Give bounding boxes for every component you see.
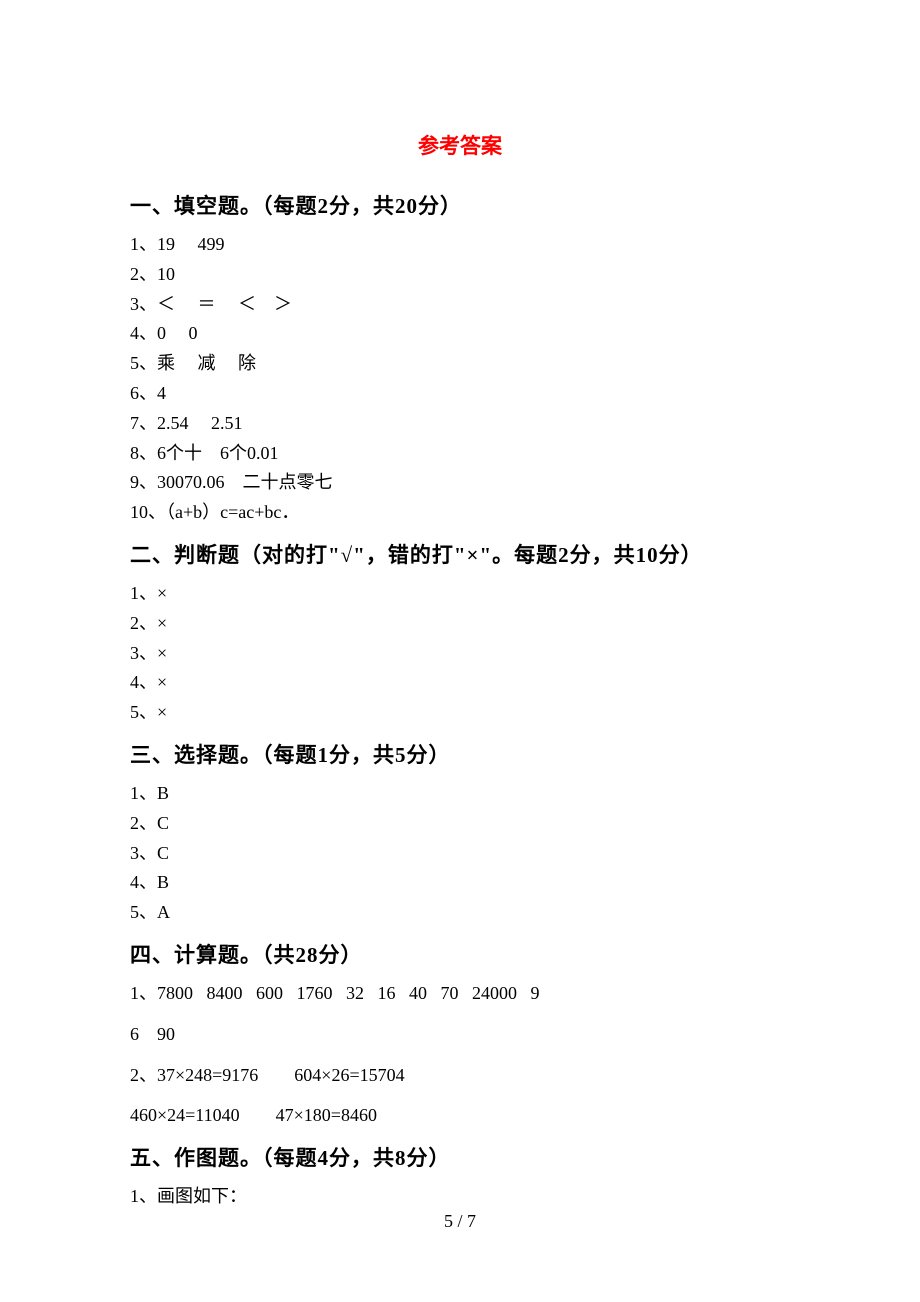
s2-line-1: 1、× — [130, 579, 790, 608]
s4-line-2: 6 90 — [130, 1020, 790, 1049]
s2-line-3: 3、× — [130, 639, 790, 668]
s1-line-5: 5、乘 减 除 — [130, 349, 790, 378]
s1-line-7: 7、2.54 2.51 — [130, 409, 790, 438]
s3-line-4: 4、B — [130, 868, 790, 897]
section-4-heading: 四、计算题。（共28分） — [130, 939, 790, 969]
s3-line-1: 1、B — [130, 779, 790, 808]
page-number: 5 / 7 — [0, 1211, 920, 1232]
section-1-heading: 一、填空题。（每题2分，共20分） — [130, 190, 790, 220]
s1-line-9: 9、30070.06 二十点零七 — [130, 468, 790, 497]
s3-line-3: 3、C — [130, 839, 790, 868]
s3-line-5: 5、A — [130, 898, 790, 927]
s1-line-6: 6、4 — [130, 379, 790, 408]
s1-line-10: 10、（a+b）c=ac+bc． — [130, 498, 790, 527]
s2-line-5: 5、× — [130, 698, 790, 727]
s1-line-1: 1、19 499 — [130, 230, 790, 259]
s2-line-4: 4、× — [130, 668, 790, 697]
s2-line-2: 2、× — [130, 609, 790, 638]
s1-line-8: 8、6个十 6个0.01 — [130, 439, 790, 468]
section-3-heading: 三、选择题。（每题1分，共5分） — [130, 739, 790, 769]
s4-line-3: 2、37×248=9176 604×26=15704 — [130, 1061, 790, 1090]
s3-line-2: 2、C — [130, 809, 790, 838]
section-2-heading: 二、判断题（对的打"√"，错的打"×"。每题2分，共10分） — [130, 539, 790, 569]
main-title: 参考答案 — [130, 130, 790, 160]
s1-line-2: 2、10 — [130, 260, 790, 289]
s4-line-1: 1、7800 8400 600 1760 32 16 40 70 24000 9 — [130, 979, 790, 1008]
s4-line-4: 460×24=11040 47×180=8460 — [130, 1101, 790, 1130]
s1-line-3: 3、＜ ＝ ＜ ＞ — [130, 290, 790, 319]
section-5-heading: 五、作图题。（每题4分，共8分） — [130, 1142, 790, 1172]
s5-line-1: 1、画图如下： — [130, 1182, 790, 1211]
s1-line-4: 4、0 0 — [130, 319, 790, 348]
